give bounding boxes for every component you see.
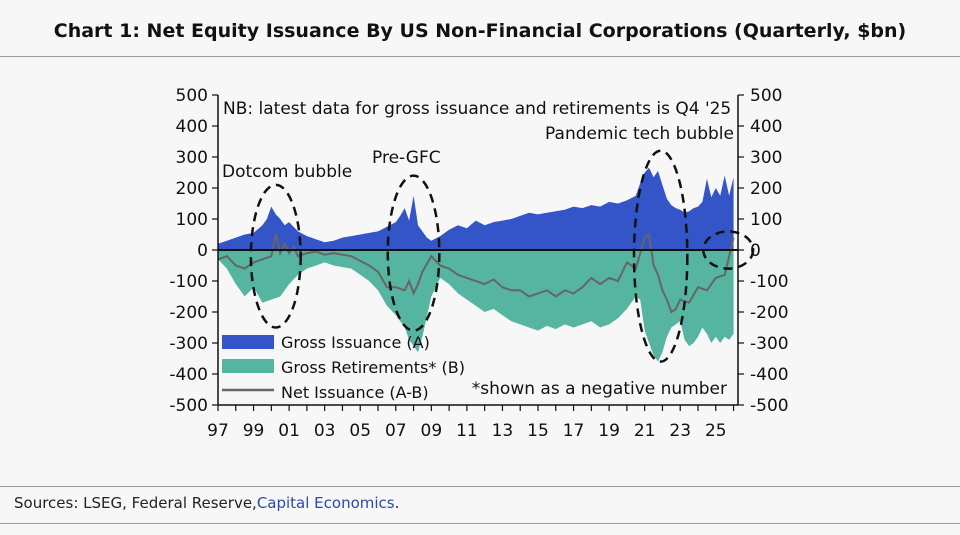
annotation-text: Pandemic tech bubble	[545, 124, 734, 144]
highlight-ellipse	[632, 149, 689, 363]
legend: Gross Issuance (A) Gross Retirements* (B)…	[222, 333, 465, 402]
legend-label: Gross Retirements* (B)	[281, 358, 465, 377]
annotation-text: *shown as a negative number	[472, 379, 727, 399]
right-y-tick-label: 400	[750, 117, 782, 137]
left-y-tick-label: -200	[169, 303, 208, 323]
chart-title: Chart 1: Net Equity Issuance By US Non-F…	[53, 20, 907, 42]
x-tick-label: 05	[349, 421, 371, 441]
x-tick-label: 01	[278, 421, 300, 441]
annotation-text: NB: latest data for gross issuance and r…	[223, 99, 731, 119]
x-tick-label: 23	[669, 421, 691, 441]
right-y-tick-label: -200	[750, 303, 789, 323]
x-tick-label: 99	[243, 421, 265, 441]
annotation-text: Pre-GFC	[372, 148, 441, 168]
plot-areas	[217, 149, 755, 363]
right-y-tick-label: 500	[750, 86, 782, 106]
x-tick-label: 21	[634, 421, 656, 441]
left-y-tick-label: 400	[176, 117, 208, 137]
left-y-tick-label: 100	[176, 210, 208, 230]
highlight-ellipse	[386, 174, 441, 332]
left-y-tick-label: 0	[197, 241, 208, 261]
left-y-tick-label: 200	[176, 179, 208, 199]
bottom-divider	[0, 486, 960, 487]
left-y-tick-label: -300	[169, 334, 208, 354]
annotation-text: Dotcom bubble	[222, 162, 352, 182]
x-tick-label: 97	[207, 421, 229, 441]
left-y-tick-label: -100	[169, 272, 208, 292]
x-tick-label: 11	[456, 421, 478, 441]
x-tick-label: 13	[492, 421, 514, 441]
left-y-tick-label: -500	[169, 396, 208, 416]
x-tick-label: 17	[563, 421, 585, 441]
gross-issuance-area	[218, 167, 734, 250]
x-tick-label: 25	[705, 421, 727, 441]
legend-label: Net Issuance (A-B)	[281, 383, 429, 402]
footer-divider	[0, 523, 960, 524]
legend-label: Gross Issuance (A)	[281, 333, 430, 352]
sources-note: Sources: LSEG, Federal Reserve,Capital E…	[14, 494, 399, 512]
left-y-tick-label: 500	[176, 86, 208, 106]
top-divider	[0, 56, 960, 57]
legend-swatch-gross	[222, 335, 274, 349]
highlight-ellipse	[249, 183, 302, 329]
x-tick-label: 09	[421, 421, 443, 441]
right-y-tick-label: 100	[750, 210, 782, 230]
plot-labels: 500 500 400 400 300 300 200 200 100 100 0 0 -100 -100…	[169, 86, 788, 441]
left-y-tick-label: -400	[169, 365, 208, 385]
x-tick-label: 07	[385, 421, 407, 441]
legend-swatch-retire	[222, 359, 274, 373]
right-y-tick-label: 200	[750, 179, 782, 199]
sources-link[interactable]: Capital Economics	[256, 494, 395, 512]
gross-retirements-area	[218, 250, 734, 362]
net-issuance-line	[217, 232, 735, 314]
sources-prefix: Sources: LSEG, Federal Reserve,	[14, 494, 257, 512]
right-y-tick-label: -300	[750, 334, 789, 354]
sources-suffix: .	[394, 494, 400, 512]
right-y-tick-label: -400	[750, 365, 789, 385]
left-y-tick-label: 300	[176, 148, 208, 168]
x-tick-label: 15	[527, 421, 549, 441]
plot-axes	[212, 94, 744, 411]
chart: 500 500 400 400 300 300 200 200 100 100 0 0 -100 -100…	[169, 86, 788, 441]
right-y-tick-label: -100	[750, 272, 789, 292]
x-tick-label: 03	[314, 421, 336, 441]
right-y-tick-label: 300	[750, 148, 782, 168]
x-tick-label: 19	[598, 421, 620, 441]
right-y-tick-label: -500	[750, 396, 789, 416]
right-y-tick-label: 0	[750, 241, 761, 261]
